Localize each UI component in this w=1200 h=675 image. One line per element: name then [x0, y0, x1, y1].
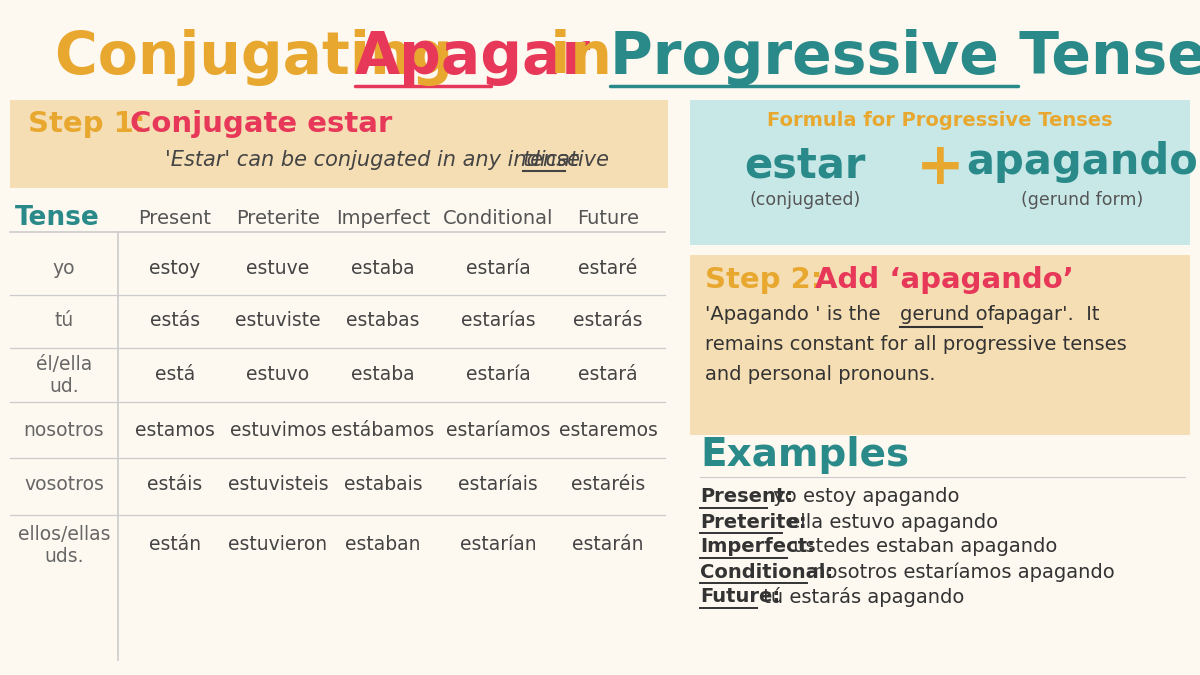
Text: Add ‘apagando’: Add ‘apagando’: [815, 266, 1074, 294]
Text: Preterite: Preterite: [236, 209, 320, 227]
Text: (gerund form): (gerund form): [1021, 191, 1144, 209]
Text: nosotros estaríamos apagando: nosotros estaríamos apagando: [808, 562, 1115, 582]
Text: Formula for Progressive Tenses: Formula for Progressive Tenses: [767, 111, 1112, 130]
Text: tú estarás apagando: tú estarás apagando: [757, 587, 965, 607]
Text: estaba: estaba: [352, 365, 415, 385]
Text: Progressive Tenses: Progressive Tenses: [610, 30, 1200, 86]
Text: estaré: estaré: [578, 259, 637, 277]
Text: Examples: Examples: [700, 436, 910, 474]
Text: (conjugated): (conjugated): [749, 191, 860, 209]
Text: estabais: estabais: [343, 475, 422, 495]
Text: él/ella
ud.: él/ella ud.: [36, 354, 92, 396]
Text: Step 1:: Step 1:: [28, 110, 156, 138]
Text: estaremos: estaremos: [558, 421, 658, 439]
Text: estabas: estabas: [347, 310, 420, 329]
Text: Apagar: Apagar: [355, 30, 592, 86]
Text: estaría: estaría: [466, 259, 530, 277]
Text: Conditional: Conditional: [443, 209, 553, 227]
Text: yo: yo: [53, 259, 76, 277]
Text: ella estuvo apagando: ella estuvo apagando: [782, 512, 998, 531]
Text: estaría: estaría: [466, 365, 530, 385]
Text: está: está: [155, 365, 196, 385]
Text: estuvieron: estuvieron: [228, 535, 328, 554]
Text: estaba: estaba: [352, 259, 415, 277]
Text: +: +: [916, 140, 965, 196]
Text: estoy: estoy: [149, 259, 200, 277]
Text: tense: tense: [523, 150, 581, 170]
Text: estaban: estaban: [346, 535, 421, 554]
FancyBboxPatch shape: [690, 255, 1190, 435]
Text: ellos/ellas
uds.: ellos/ellas uds.: [18, 524, 110, 566]
Text: estarás: estarás: [574, 310, 643, 329]
Text: gerund of: gerund of: [900, 306, 995, 325]
Text: nosotros: nosotros: [24, 421, 104, 439]
Text: Conditional:: Conditional:: [700, 562, 833, 581]
Text: Tense: Tense: [14, 205, 100, 231]
Text: in: in: [530, 30, 632, 86]
Text: estáis: estáis: [148, 475, 203, 495]
Text: estarán: estarán: [572, 535, 643, 554]
Text: tú: tú: [54, 310, 73, 329]
Text: Imperfect: Imperfect: [336, 209, 430, 227]
Text: 'Estar' can be conjugated in any indicative: 'Estar' can be conjugated in any indicat…: [166, 150, 616, 170]
Text: Preterite:: Preterite:: [700, 512, 806, 531]
Text: 'apagar'.  It: 'apagar'. It: [982, 306, 1099, 325]
Text: and personal pronouns.: and personal pronouns.: [706, 365, 936, 385]
Text: Future: Future: [577, 209, 640, 227]
FancyBboxPatch shape: [690, 100, 1190, 245]
Text: están: están: [149, 535, 202, 554]
FancyBboxPatch shape: [10, 100, 668, 188]
Text: estaríamos: estaríamos: [446, 421, 550, 439]
Text: Imperfect:: Imperfect:: [700, 537, 815, 556]
Text: Future:: Future:: [700, 587, 780, 607]
Text: estuve: estuve: [246, 259, 310, 277]
Text: vosotros: vosotros: [24, 475, 104, 495]
Text: estuvisteis: estuvisteis: [228, 475, 329, 495]
Text: remains constant for all progressive tenses: remains constant for all progressive ten…: [706, 335, 1127, 354]
Text: Step 2:: Step 2:: [706, 266, 833, 294]
Text: estás: estás: [150, 310, 200, 329]
Text: estamos: estamos: [136, 421, 215, 439]
Text: estarías: estarías: [461, 310, 535, 329]
Text: estar: estar: [744, 144, 865, 186]
Text: Conjugate estar: Conjugate estar: [130, 110, 392, 138]
Text: 'Apagando ' is the: 'Apagando ' is the: [706, 306, 887, 325]
Text: estará: estará: [578, 365, 638, 385]
Text: estarían: estarían: [460, 535, 536, 554]
Text: estaréis: estaréis: [571, 475, 646, 495]
Text: ustedes estaban apagando: ustedes estaban apagando: [787, 537, 1057, 556]
Text: estuviste: estuviste: [235, 310, 320, 329]
Text: Conjugating: Conjugating: [55, 30, 474, 86]
Text: estaríais: estaríais: [458, 475, 538, 495]
Text: apagando: apagando: [966, 141, 1198, 183]
Text: estuvo: estuvo: [246, 365, 310, 385]
Text: yo estoy apagando: yo estoy apagando: [767, 487, 960, 506]
Text: estuvimos: estuvimos: [229, 421, 326, 439]
Text: estábamos: estábamos: [331, 421, 434, 439]
Text: Present: Present: [138, 209, 211, 227]
Text: Present:: Present:: [700, 487, 793, 506]
